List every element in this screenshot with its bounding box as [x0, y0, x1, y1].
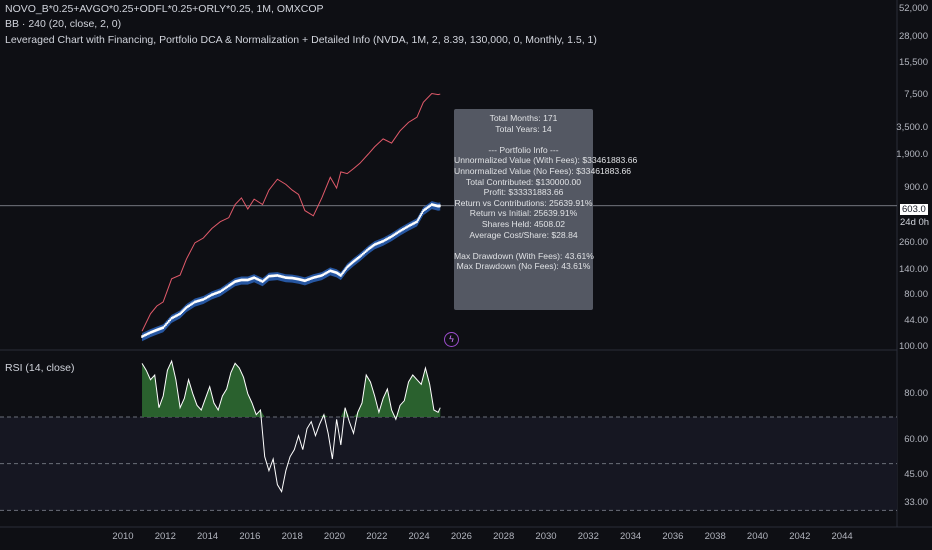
- last-price-tag: 603.0: [900, 204, 928, 215]
- info-line: --- Portfolio Info ---: [488, 144, 559, 155]
- x-tick-label: 2034: [620, 531, 642, 542]
- y-tick-label: 1,900.0: [896, 149, 928, 161]
- y-tick-label: 7,500: [904, 88, 928, 100]
- info-line: Average Cost/Share: $28.84: [469, 229, 578, 240]
- bollinger-band-fill: [142, 201, 441, 342]
- x-tick-label: 2032: [577, 531, 599, 542]
- bar-countdown: 24d 0h: [900, 217, 930, 228]
- x-tick-label: 2014: [197, 531, 219, 542]
- info-line: Return vs Contributions: 25639.91%: [454, 197, 593, 208]
- x-tick-label: 2042: [789, 531, 811, 542]
- bb-legend[interactable]: BB · 240 (20, close, 2, 0): [5, 18, 122, 30]
- leveraged-line: [141, 92, 441, 332]
- y-tick-label: 44.00: [904, 315, 928, 327]
- x-tick-label: 2026: [450, 531, 472, 542]
- info-line: [454, 134, 593, 145]
- info-line: Max Drawdown (No Fees): 43.61%: [456, 261, 591, 272]
- rsi-y-tick-label: 100.00: [898, 341, 928, 352]
- x-tick-label: 2024: [408, 531, 430, 542]
- info-line: Total Years: 14: [495, 123, 552, 134]
- symbol-legend[interactable]: NOVO_B*0.25+AVGO*0.25+ODFL*0.25+ORLY*0.2…: [5, 3, 324, 15]
- y-tick-label: 260.00: [898, 236, 928, 248]
- info-line: Unnormalized Value (With Fees): $3346188…: [454, 155, 638, 166]
- info-line: Unnormalized Value (No Fees): $33461883.…: [454, 165, 632, 176]
- rsi-y-tick-label: 45.00: [904, 469, 928, 481]
- x-tick-label: 2022: [366, 531, 388, 542]
- rsi-overbought-fill: [142, 361, 441, 417]
- x-tick-label: 2044: [831, 531, 853, 542]
- y-tick-label: 3,500.0: [896, 122, 928, 134]
- info-line: Total Contributed: $130000.00: [465, 176, 582, 187]
- y-tick-label: 900.0: [904, 182, 928, 194]
- strategy-legend[interactable]: Leveraged Chart with Financing, Portfoli…: [5, 34, 597, 46]
- flash-icon[interactable]: ϟ: [444, 332, 459, 347]
- rsi-y-tick-label: 60.00: [904, 434, 928, 446]
- y-tick-label: 140.00: [898, 264, 928, 276]
- x-tick-label: 2012: [154, 531, 176, 542]
- x-tick-label: 2030: [535, 531, 557, 542]
- info-line: Return vs Initial: 25639.91%: [469, 208, 578, 219]
- y-tick-label: 28,000: [898, 30, 928, 42]
- x-tick-label: 2020: [323, 531, 346, 542]
- y-tick-label: 80.00: [904, 288, 928, 300]
- x-tick-label: 2018: [281, 531, 303, 542]
- info-line: Shares Held: 4508.02: [481, 218, 566, 229]
- x-tick-label: 2038: [704, 531, 726, 542]
- info-line: Max Drawdown (With Fees): 43.61%: [454, 250, 594, 261]
- x-tick-label: 2036: [662, 531, 684, 542]
- rsi-y-tick-label: 33.00: [904, 497, 928, 509]
- y-tick-label: 15,500: [898, 56, 928, 68]
- rsi-y-tick-label: 80.00: [904, 387, 928, 399]
- rsi-line: [141, 359, 441, 494]
- x-tick-label: 2016: [239, 531, 261, 542]
- x-tick-label: 2040: [746, 531, 769, 542]
- info-line: Total Months: 171: [489, 113, 558, 123]
- rsi-legend[interactable]: RSI (14, close): [5, 362, 75, 374]
- price-candle: [141, 335, 143, 338]
- portfolio-info-panel: Total Months: 171 Total Years: 14 --- Por…: [454, 109, 638, 310]
- x-tick-label: 2010: [112, 531, 134, 542]
- info-line: [454, 240, 593, 251]
- x-tick-label: 2028: [493, 531, 515, 542]
- price-line: [141, 203, 441, 338]
- y-tick-label: 52,000: [898, 3, 928, 15]
- info-line: Profit: $33331883.66: [483, 187, 564, 198]
